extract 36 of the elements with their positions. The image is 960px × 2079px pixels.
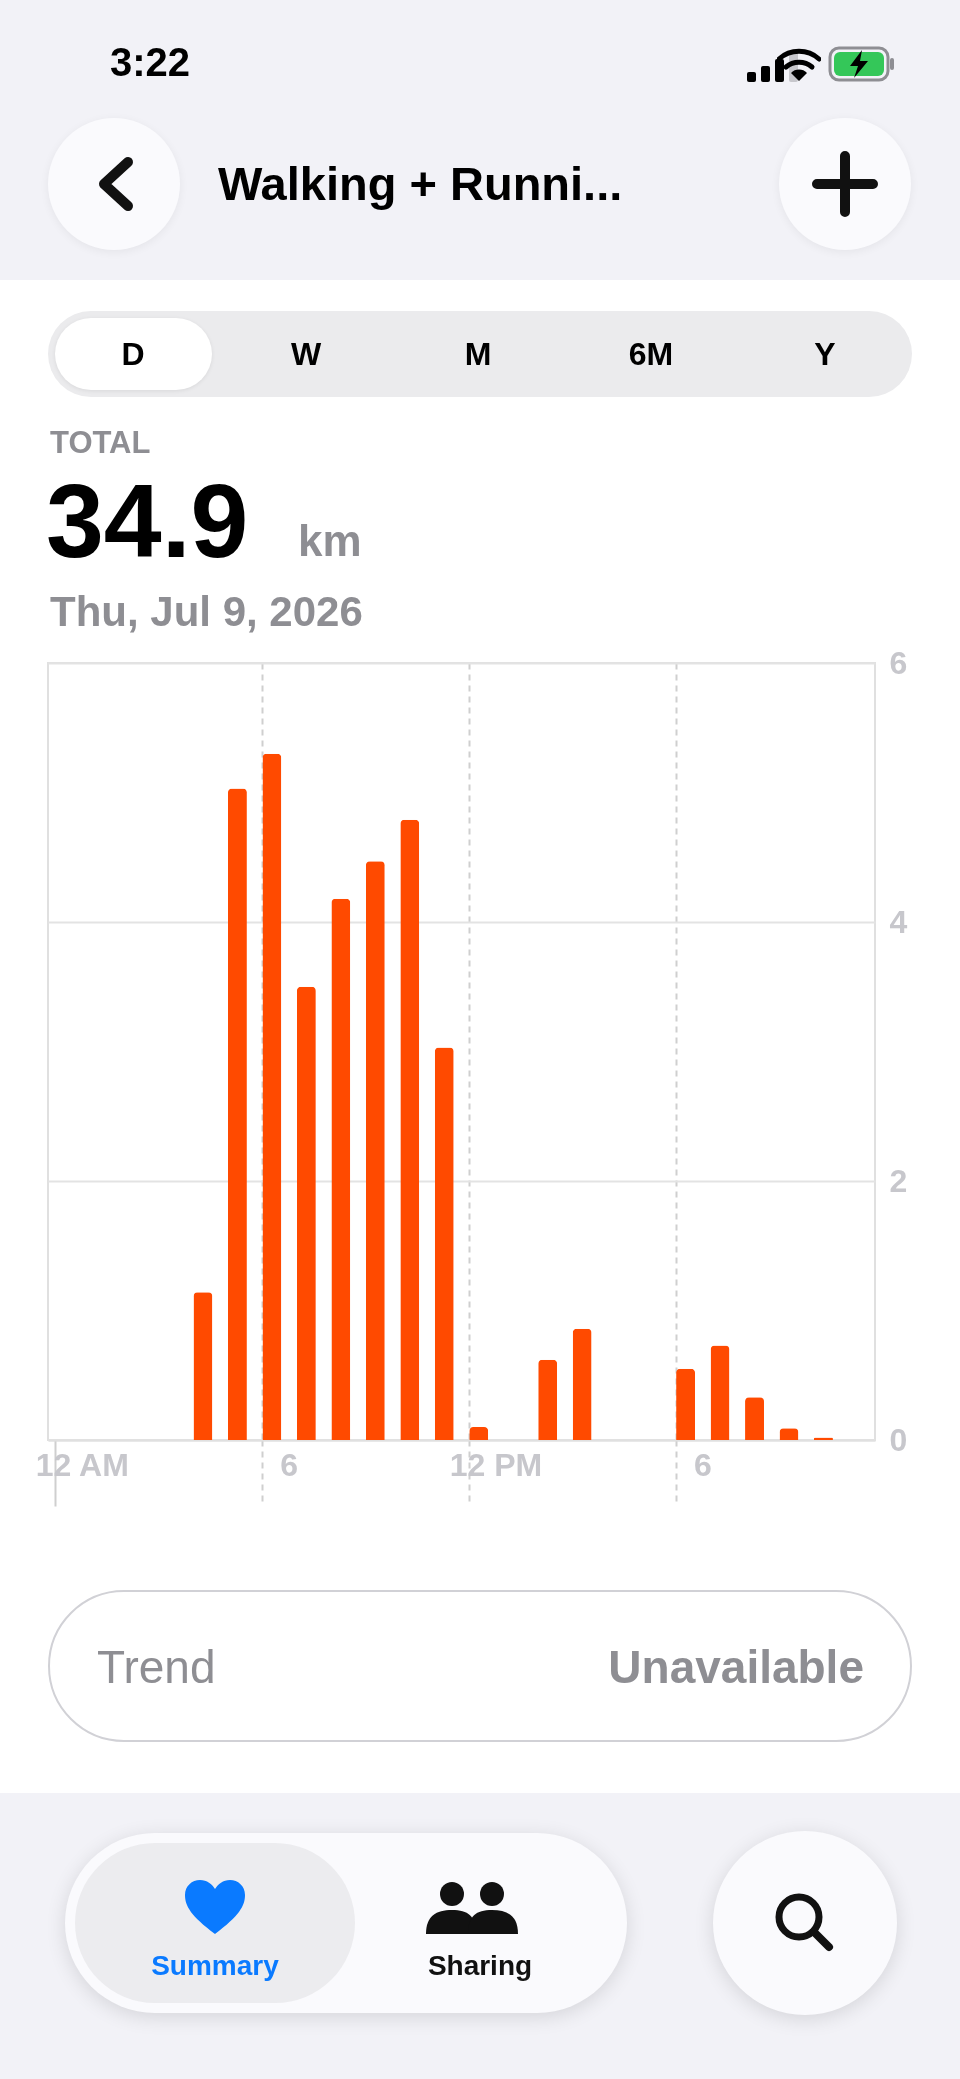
- bar: [193, 1292, 213, 1440]
- x-tick-label: 12 AM: [35, 1446, 129, 1483]
- bar: [572, 1328, 592, 1440]
- text: Trend: [97, 1640, 216, 1694]
- bar: [365, 861, 385, 1440]
- y-tick-label: 2: [889, 1162, 908, 1199]
- text: 6M: [627, 336, 675, 373]
- bar: [227, 788, 247, 1440]
- chart-title: Walking + Runni...: [218, 156, 623, 212]
- text: km: [298, 516, 362, 566]
- bar: [676, 1368, 696, 1440]
- bar: [469, 1427, 489, 1440]
- y-tick-label: 0: [889, 1421, 908, 1458]
- x-tick-label: 6: [693, 1446, 712, 1483]
- text: Y: [813, 336, 837, 373]
- text: D: [120, 336, 146, 373]
- bar: [331, 898, 351, 1440]
- x-tick-label: 6: [280, 1446, 299, 1483]
- bar: [400, 819, 420, 1440]
- bar: [710, 1345, 730, 1440]
- text: Summary: [150, 1950, 280, 1982]
- text: W: [289, 336, 323, 373]
- text: Unavailable: [608, 1640, 864, 1694]
- text: 34.9: [46, 462, 249, 581]
- bar: [262, 753, 282, 1440]
- y-tick-label: 4: [889, 903, 908, 940]
- bar: [538, 1359, 558, 1440]
- y-tick-label: 6: [889, 644, 908, 681]
- bar: [296, 986, 316, 1440]
- text: Thu, Jul 9, 2026: [50, 588, 363, 636]
- text: TOTAL: [50, 425, 151, 461]
- text: Sharing: [426, 1950, 534, 1982]
- x-tick-label: 12 PM: [449, 1446, 543, 1483]
- text: M: [463, 336, 493, 373]
- bar: [434, 1047, 454, 1440]
- text: 3:22: [110, 40, 191, 85]
